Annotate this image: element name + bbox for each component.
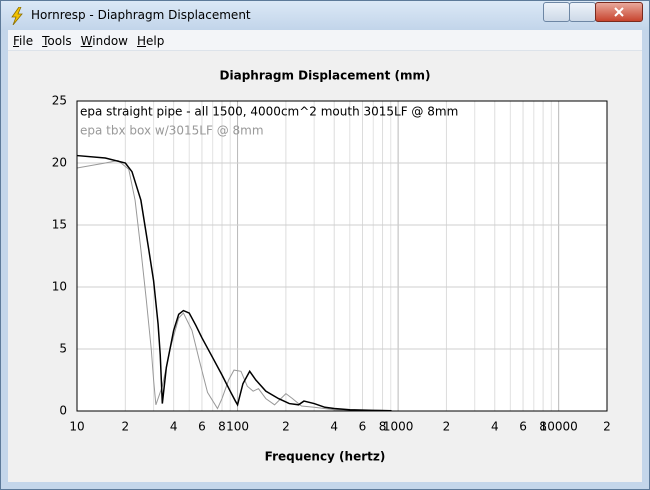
x-tick-label: 4 — [330, 420, 338, 434]
window-title: Hornresp - Diaphragm Displacement — [31, 8, 251, 22]
y-tick-label: 20 — [52, 156, 67, 170]
y-tick-label: 10 — [52, 280, 67, 294]
x-tick-label: 2 — [603, 420, 611, 434]
menu-bar: File Tools Window Help — [8, 30, 642, 51]
x-tick-label: 100 — [226, 420, 249, 434]
x-tick-label: 10 — [69, 420, 84, 434]
app-icon — [11, 7, 23, 25]
plot-area — [77, 101, 607, 411]
menu-item[interactable]: Help — [137, 34, 165, 48]
x-tick-label: 2 — [282, 420, 290, 434]
plot-border — [76, 100, 608, 412]
close-button[interactable] — [595, 2, 643, 22]
x-tick-label: 10000 — [540, 420, 578, 434]
x-tick-label: 4 — [491, 420, 499, 434]
x-axis-label: Frequency (hertz) — [265, 450, 386, 464]
x-tick-label: 2 — [443, 420, 451, 434]
legend-entry: epa straight pipe - all 1500, 4000cm^2 m… — [80, 105, 458, 119]
series-line — [76, 154, 392, 412]
x-tick-label: 8 — [218, 420, 226, 434]
series-line — [76, 159, 391, 412]
x-tick-label: 1000 — [383, 420, 414, 434]
y-tick-label: 0 — [59, 404, 67, 418]
x-tick-label: 2 — [122, 420, 130, 434]
menu-item[interactable]: Tools — [42, 34, 72, 48]
menu-item[interactable]: File — [13, 34, 34, 48]
y-tick-label: 15 — [52, 218, 67, 232]
x-tick-label: 6 — [198, 420, 206, 434]
title-bar: Hornresp - Diaphragm Displacement — [1, 1, 649, 30]
x-tick-label: 4 — [170, 420, 178, 434]
x-tick-label: 8 — [539, 420, 547, 434]
menu-item[interactable]: Window — [80, 34, 128, 48]
y-tick-label: 5 — [59, 342, 67, 356]
chart-title: Diaphragm Displacement (mm) — [220, 69, 431, 83]
y-tick-label: 25 — [52, 94, 67, 108]
x-tick-label: 6 — [519, 420, 527, 434]
x-tick-label: 6 — [359, 420, 367, 434]
x-tick-label: 8 — [379, 420, 387, 434]
legend-entry: epa tbx box w/3015LF @ 8mm — [80, 124, 264, 138]
